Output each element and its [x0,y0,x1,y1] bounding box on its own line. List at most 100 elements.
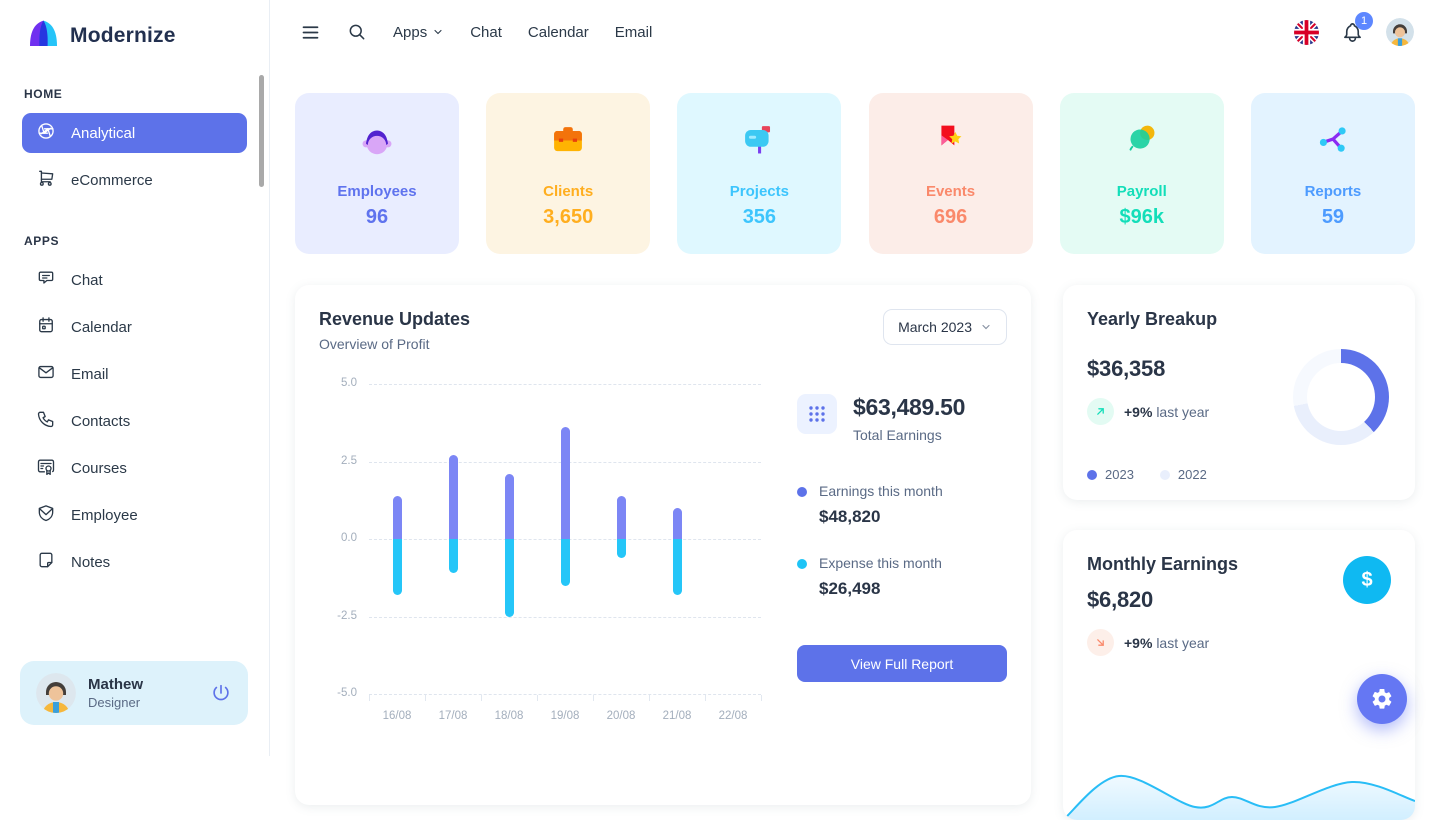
expense-bar [561,539,570,586]
legend-2023-label: 2023 [1105,467,1134,482]
sidebar-item-contacts[interactable]: Contacts [22,401,247,441]
topnav-link-email[interactable]: Email [615,24,653,41]
expense-bar [393,539,402,595]
topbar-menu: Apps Chat Calendar Email [393,24,652,41]
content-row: Revenue Updates Overview of Profit March… [295,285,1415,820]
stat-label: Projects [730,183,789,200]
x-axis-tick-label: 18/08 [481,710,537,722]
nav-section-label: HOME [24,87,245,101]
grid-dots-icon [797,394,837,434]
notifications-bell-icon[interactable]: 1 [1341,21,1364,44]
sidebar-item-ecommerce[interactable]: eCommerce [22,160,247,200]
monthly-earnings-card: Monthly Earnings $ $6,820 +9% last year [1063,530,1415,820]
earnings-legend-row: Earnings this month $48,820 [797,483,1007,527]
trend-up-icon [1087,398,1114,425]
x-axis-tick-mark [593,695,594,701]
x-axis-tick-mark [537,695,538,701]
sidebar-item-courses[interactable]: Courses [22,448,247,488]
sidebar-item-notes[interactable]: Notes [22,542,247,582]
mail-icon [36,362,56,386]
total-earnings-label: Total Earnings [853,427,965,443]
profile-avatar[interactable] [36,673,76,713]
topnav-link-label: Apps [393,24,427,41]
stat-label: Events [926,183,975,200]
monthly-delta: +9% [1124,635,1152,651]
x-axis-tick-mark [369,695,370,701]
stat-card-payroll[interactable]: Payroll$96k [1060,93,1224,254]
earnings-label: Earnings this month [819,483,943,499]
shield-icon [36,503,56,527]
chevron-down-icon [432,26,444,38]
topnav-link-label: Chat [470,24,502,41]
stat-value: 3,650 [543,206,593,229]
language-flag-icon[interactable] [1294,20,1319,45]
topnav-link-apps[interactable]: Apps [393,24,444,41]
yearly-title: Yearly Breakup [1087,309,1391,330]
sidebar-item-calendar[interactable]: Calendar [22,307,247,347]
sidebar-item-employee[interactable]: Employee [22,495,247,535]
x-axis-tick-label: 19/08 [537,710,593,722]
x-axis-tick-label: 17/08 [425,710,481,722]
y-axis-tick-label: 0.0 [319,532,357,544]
logout-power-icon[interactable] [210,682,232,704]
sidebar-item-label: Analytical [71,125,135,142]
period-select[interactable]: March 2023 [883,309,1007,345]
stat-value: 96 [366,206,388,229]
note-icon [36,550,56,574]
x-axis-tick-label: 20/08 [593,710,649,722]
currency-icon[interactable]: $ [1343,556,1391,604]
cart-icon [36,168,56,192]
trend-down-icon [1087,629,1114,656]
briefcase-icon [545,118,591,177]
sidebar-scrollbar[interactable] [259,75,264,187]
stat-label: Reports [1305,183,1362,200]
brand-name: Modernize [70,24,176,48]
brand[interactable]: Modernize [24,18,245,53]
profile-role: Designer [88,695,143,710]
topnav-link-calendar[interactable]: Calendar [528,24,589,41]
legend-2022-label: 2022 [1178,467,1207,482]
sidebar-item-label: Contacts [71,413,130,430]
sidebar-item-chat[interactable]: Chat [22,260,247,300]
y-axis-tick-label: 5.0 [319,377,357,389]
expense-bar [505,539,514,617]
stat-card-events[interactable]: Events 696 [869,93,1033,254]
bookmark-star-icon [928,118,974,177]
user-icon [354,118,400,177]
sidebar-item-label: Email [71,366,109,383]
settings-fab-button[interactable] [1357,674,1407,724]
revenue-updates-card: Revenue Updates Overview of Profit March… [295,285,1031,805]
yearly-breakup-card: Yearly Breakup $36,358 +9% last year 202… [1063,285,1415,500]
stat-value: 696 [934,206,967,229]
stat-card-employees[interactable]: Employees 96 [295,93,459,254]
menu-hamburger-icon[interactable] [300,22,321,43]
yearly-delta: +9% [1124,404,1152,420]
legend-2023-dot [1087,470,1097,480]
mailbox-icon [736,118,782,177]
period-select-value: March 2023 [898,319,972,335]
view-full-report-button[interactable]: View Full Report [797,645,1007,682]
modernize-logo-icon [26,18,60,53]
sidebar-item-label: eCommerce [71,172,153,189]
topnav-link-chat[interactable]: Chat [470,24,502,41]
user-avatar[interactable] [1386,18,1414,46]
legend-2022-dot [1160,470,1170,480]
expense-bar [617,539,626,558]
earnings-value: $48,820 [819,507,943,527]
y-axis-tick-label: -2.5 [319,610,357,622]
search-icon[interactable] [347,22,367,42]
stat-label: Employees [337,183,416,200]
revenue-title: Revenue Updates [319,309,470,330]
monthly-earnings-area-chart [1063,754,1415,820]
expense-bar [673,539,682,595]
sidebar-item-email[interactable]: Email [22,354,247,394]
revenue-summary-panel: $63,489.50 Total Earnings Earnings this … [797,384,1007,729]
sidebar-item-analytical[interactable]: Analytical [22,113,247,153]
